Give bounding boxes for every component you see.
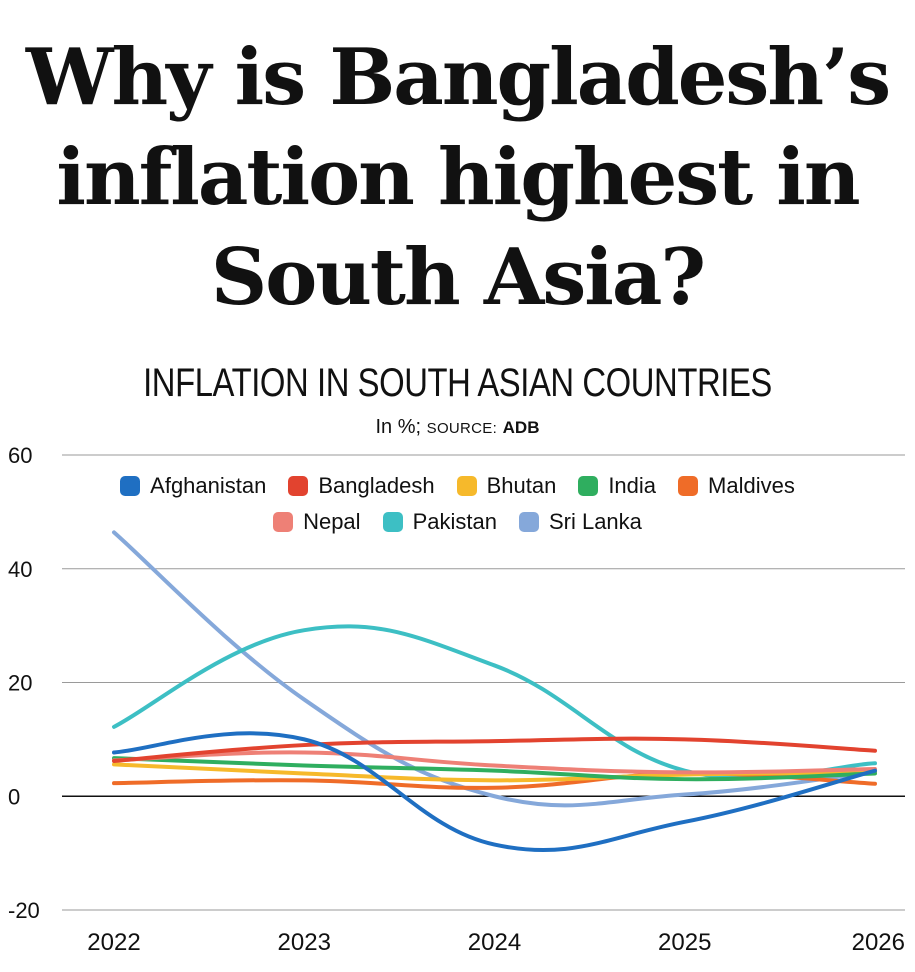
legend-swatch	[578, 476, 599, 496]
x-tick-label: 2022	[87, 929, 140, 956]
series-line-sri-lanka	[112, 530, 877, 808]
y-tick-label: 20	[8, 671, 32, 696]
legend-item-maldives: Maldives	[678, 473, 795, 499]
series-line-nepal	[112, 750, 877, 775]
headline-line-2: inflation highest in	[56, 132, 860, 223]
chart-source: In %; SOURCE: ADB	[0, 414, 915, 442]
series-line-india	[112, 756, 877, 782]
x-tick-label: 2026	[852, 929, 905, 956]
legend-item-bangladesh: Bangladesh	[288, 473, 435, 499]
unit-label: In %;	[375, 416, 422, 438]
x-tick-label: 2024	[468, 929, 521, 956]
x-tick-label: 2025	[658, 929, 711, 956]
legend-item-afghanistan: Afghanistan	[120, 473, 266, 499]
chart-legend: Afghanistan Bangladesh Bhutan India Maldives…	[0, 468, 915, 540]
headline-line-3: South Asia?	[210, 232, 706, 323]
legend-item-sri-lanka: Sri Lanka	[518, 509, 642, 535]
x-tick-label: 2023	[278, 929, 331, 956]
legend-row: Nepal Pakistan Sri Lanka	[0, 504, 915, 540]
legend-item-bhutan: Bhutan	[456, 473, 557, 499]
legend-row: Afghanistan Bangladesh Bhutan India Maldives	[0, 468, 915, 504]
legend-item-nepal: Nepal	[273, 509, 361, 535]
y-tick-label: 0	[8, 784, 20, 809]
series-line-afghanistan	[112, 731, 877, 853]
legend-swatch	[382, 512, 403, 532]
legend-label: Maldives	[708, 473, 795, 498]
y-tick-label: 40	[8, 557, 32, 582]
legend-label: India	[608, 473, 657, 498]
legend-item-pakistan: Pakistan	[382, 509, 497, 535]
y-tick-label: -20	[8, 898, 40, 923]
legend-item-india: India	[578, 473, 656, 499]
legend-label: Bhutan	[486, 473, 557, 498]
legend-swatch	[273, 512, 294, 532]
legend-swatch	[120, 476, 141, 496]
legend-label: Pakistan	[412, 509, 497, 534]
legend-swatch	[456, 476, 477, 496]
legend-label: Nepal	[303, 509, 361, 534]
series-line-bangladesh	[112, 736, 877, 763]
legend-label: Sri Lanka	[548, 509, 642, 534]
legend-swatch	[678, 476, 699, 496]
y-tick-label: 60	[8, 443, 32, 468]
source-label: SOURCE:	[426, 420, 498, 437]
legend-swatch	[288, 476, 309, 496]
chart-title: INFLATION IN SOUTH ASIAN COUNTRIES	[143, 361, 772, 405]
headline-line-1: Why is Bangladesh’s	[25, 32, 891, 123]
headline: Why is Bangladesh’s inflation highest in…	[0, 28, 915, 328]
legend-label: Afghanistan	[150, 473, 267, 498]
legend-swatch	[518, 512, 539, 532]
legend-label: Bangladesh	[318, 473, 435, 498]
source-name: ADB	[502, 418, 540, 437]
